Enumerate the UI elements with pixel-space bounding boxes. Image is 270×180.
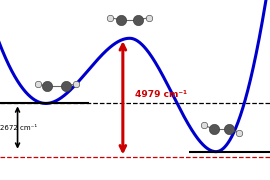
Text: 4979 cm⁻¹: 4979 cm⁻¹ xyxy=(135,91,187,100)
Point xyxy=(73,82,78,85)
Point xyxy=(36,82,40,85)
Point xyxy=(136,18,140,21)
Point xyxy=(202,124,206,127)
Point xyxy=(211,128,216,130)
Point xyxy=(107,16,112,19)
Text: 2672 cm⁻¹: 2672 cm⁻¹ xyxy=(0,125,37,130)
Point xyxy=(237,131,241,134)
Point xyxy=(147,16,152,19)
Point xyxy=(119,18,123,21)
Point xyxy=(64,85,68,88)
Point xyxy=(227,128,231,130)
Point xyxy=(45,85,49,88)
